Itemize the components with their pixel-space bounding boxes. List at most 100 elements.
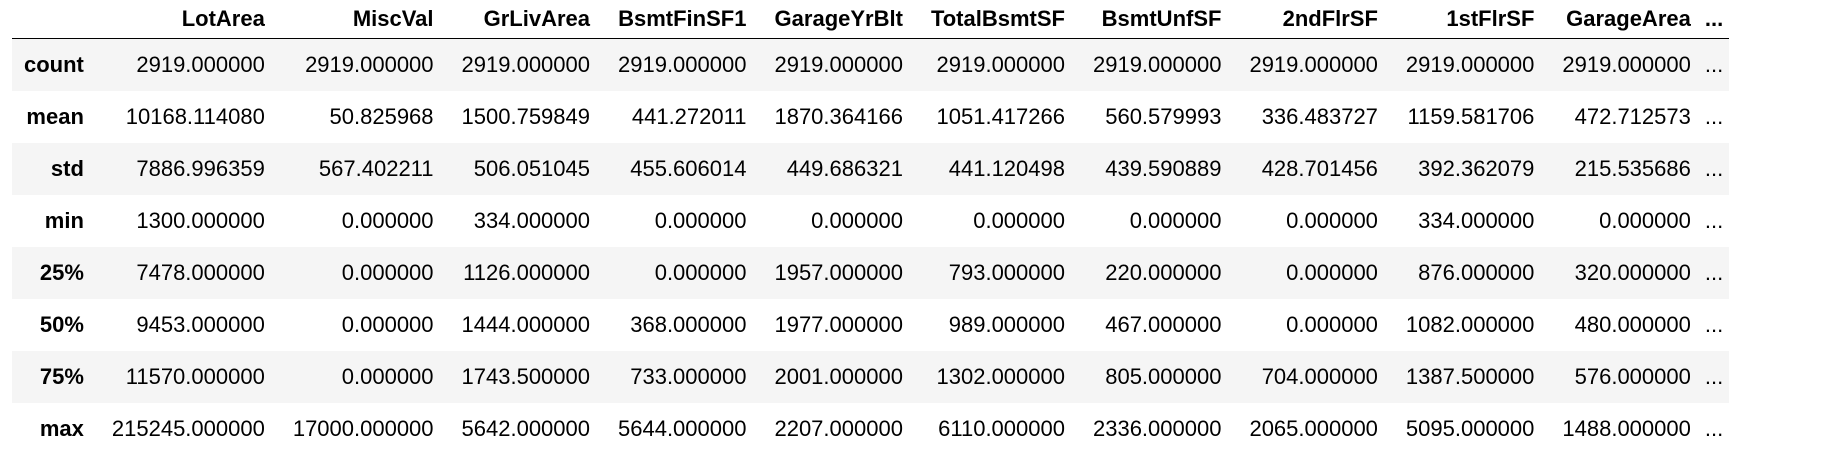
table-row: count 2919.000000 2919.000000 2919.000000 29… [12, 38, 1729, 91]
table-cell: 2919.000000 [1092, 51, 1222, 77]
describe-table: LotArea MiscVal GrLivArea BsmtFinSF1 Gar… [12, 0, 1729, 455]
table-cell: 0.000000 [341, 311, 434, 337]
table-cell: 2919.000000 [1562, 51, 1691, 77]
table-cell: 0.000000 [1286, 259, 1378, 285]
row-ellipsis: ... [1704, 155, 1724, 181]
table-cell: 0.000000 [341, 259, 434, 285]
table-cell: 2207.000000 [774, 415, 903, 441]
table-cell: 1444.000000 [461, 311, 590, 337]
table-cell: 2919.000000 [1405, 51, 1535, 77]
column-header: TotalBsmtSF [916, 0, 1079, 39]
row-label: 25% [39, 259, 84, 285]
table-cell: 6110.000000 [938, 415, 1065, 441]
table-cell: 506.051045 [473, 155, 590, 181]
table-cell: 320.000000 [1574, 259, 1691, 285]
table-cell: 989.000000 [948, 311, 1065, 337]
column-header: LotArea [97, 0, 279, 39]
table-row: std 7886.996359 567.402211 506.051045 455.60… [12, 142, 1729, 195]
table-cell: 0.000000 [1599, 207, 1691, 233]
table-cell: 220.000000 [1105, 259, 1222, 285]
table-cell: 2065.000000 [1249, 415, 1378, 441]
table-cell: 2919.000000 [136, 51, 265, 77]
row-label: 75% [39, 363, 84, 389]
table-cell: 334.000000 [473, 207, 590, 233]
table-cell: 50.825968 [329, 103, 434, 129]
table-cell: 2336.000000 [1092, 415, 1222, 441]
table-cell: 472.712573 [1574, 103, 1691, 129]
header-row: LotArea MiscVal GrLivArea BsmtFinSF1 Gar… [12, 0, 1729, 39]
table-row: min 1300.000000 0.000000 334.000000 0.000000… [12, 194, 1729, 247]
table-cell: 0.000000 [1129, 207, 1222, 233]
column-ellipsis: ... [1704, 0, 1729, 39]
table-cell: 1500.759849 [461, 103, 590, 129]
table-cell: 455.606014 [630, 155, 747, 181]
table-cell: 2919.000000 [618, 51, 747, 77]
table-cell: 576.000000 [1574, 363, 1691, 389]
table-cell: 560.579993 [1105, 103, 1222, 129]
table-cell: 2919.000000 [305, 51, 434, 77]
table-cell: 336.483727 [1261, 103, 1378, 129]
table-cell: 441.272011 [631, 103, 747, 129]
table-cell: 704.000000 [1261, 363, 1378, 389]
table-cell: 467.000000 [1105, 311, 1222, 337]
row-ellipsis: ... [1704, 363, 1724, 389]
table-cell: 480.000000 [1574, 311, 1691, 337]
table-header: LotArea MiscVal GrLivArea BsmtFinSF1 Gar… [12, 0, 1729, 39]
table-cell: 805.000000 [1105, 363, 1222, 389]
table-cell: 1870.364166 [774, 103, 903, 129]
table-cell: 428.701456 [1261, 155, 1378, 181]
table-cell: 441.120498 [948, 155, 1065, 181]
table-cell: 1387.500000 [1405, 363, 1535, 389]
row-ellipsis: ... [1704, 415, 1724, 441]
table-body: count 2919.000000 2919.000000 2919.000000 29… [12, 38, 1729, 455]
table-cell: 1302.000000 [936, 363, 1065, 389]
table-cell: 1488.000000 [1562, 415, 1691, 441]
table-cell: 0.000000 [973, 207, 1065, 233]
table-cell: 9453.000000 [136, 311, 265, 337]
table-cell: 449.686321 [786, 155, 903, 181]
table-cell: 7886.996359 [136, 155, 265, 181]
row-label: 50% [39, 311, 84, 337]
table-cell: 1743.500000 [461, 363, 590, 389]
column-header: 1stFlrSF [1391, 0, 1549, 39]
table-cell: 10168.114080 [125, 103, 265, 129]
table-cell: 2919.000000 [774, 51, 903, 77]
row-label: max [39, 415, 84, 441]
table-cell: 567.402211 [318, 155, 434, 181]
table-row: 25% 7478.000000 0.000000 1126.000000 0.00000… [12, 246, 1729, 299]
row-label: mean [26, 103, 84, 129]
table-cell: 733.000000 [630, 363, 747, 389]
table-cell: 5095.000000 [1405, 415, 1535, 441]
table-cell: 2919.000000 [1249, 51, 1378, 77]
table-cell: 0.000000 [341, 207, 434, 233]
table-cell: 2919.000000 [936, 51, 1065, 77]
row-ellipsis: ... [1704, 103, 1724, 129]
table-cell: 1957.000000 [774, 259, 903, 285]
row-label: count [24, 51, 84, 77]
column-header: 2ndFlrSF [1235, 0, 1392, 39]
table-cell: 392.362079 [1418, 155, 1535, 181]
row-ellipsis: ... [1704, 311, 1724, 337]
row-ellipsis: ... [1704, 207, 1724, 233]
row-label: std [50, 155, 84, 181]
table-cell: 439.590889 [1105, 155, 1222, 181]
column-header: BsmtUnfSF [1078, 0, 1236, 39]
table-row: max 215245.000000 17000.000000 5642.000000 5… [12, 402, 1729, 455]
column-header: GarageYrBlt [760, 0, 917, 39]
table-cell: 5644.000000 [618, 415, 747, 441]
table-cell: 2001.000000 [774, 363, 903, 389]
table-row: 50% 9453.000000 0.000000 1444.000000 368.000… [12, 298, 1729, 351]
column-header: MiscVal [278, 0, 448, 39]
table-cell: 1126.000000 [463, 259, 590, 285]
column-header: GrLivArea [447, 0, 604, 39]
table-cell: 2919.000000 [461, 51, 590, 77]
row-ellipsis: ... [1704, 259, 1724, 285]
table-cell: 1082.000000 [1405, 311, 1535, 337]
column-header: GarageArea [1548, 0, 1705, 39]
row-ellipsis: ... [1704, 51, 1724, 77]
table-cell: 0.000000 [1286, 207, 1378, 233]
table-cell: 0.000000 [654, 207, 747, 233]
table-cell: 1977.000000 [774, 311, 903, 337]
table-cell: 17000.000000 [292, 415, 434, 441]
table-cell: 0.000000 [1286, 311, 1378, 337]
